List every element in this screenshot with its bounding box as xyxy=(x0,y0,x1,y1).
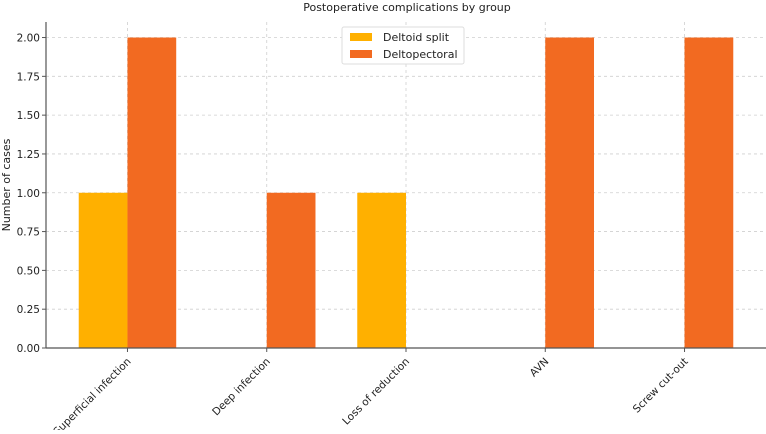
x-tick-label: Superficial infection xyxy=(51,356,133,430)
y-tick-label: 1.00 xyxy=(17,188,40,200)
bar-deltopectoral xyxy=(684,37,734,349)
bar-deltopectoral xyxy=(545,37,595,349)
legend-box xyxy=(341,26,465,65)
chart-title: Postoperative complications by group xyxy=(303,1,511,14)
y-tick-label: 1.25 xyxy=(17,149,40,161)
y-tick-label: 0.25 xyxy=(17,304,40,316)
legend-label: Deltopectoral xyxy=(383,48,458,61)
legend-label: Deltoid split xyxy=(383,31,450,44)
x-tick-label: Loss of reduction xyxy=(340,356,412,428)
bar-deltopectoral xyxy=(127,37,177,349)
legend-swatch xyxy=(350,33,372,41)
y-tick-label: 0.75 xyxy=(17,227,40,239)
legend: Deltoid split Deltopectoral xyxy=(341,26,465,65)
bar-deltopectoral xyxy=(266,192,316,348)
y-ticks: 0.00 0.25 0.50 0.75 1.00 1.25 1.50 1.75 2.00 xyxy=(17,33,46,355)
y-tick-label: 1.75 xyxy=(17,71,40,83)
y-tick-label: 1.50 xyxy=(17,110,40,122)
legend-swatch xyxy=(350,50,372,58)
x-tick-label: Screw cut-out xyxy=(631,356,691,416)
x-tick-label: AVN xyxy=(528,356,552,380)
x-ticks: Superficial infection Deep infection Loss … xyxy=(51,348,691,434)
x-tick-label: Deep infection xyxy=(210,356,273,419)
bar-deltoid-split xyxy=(357,192,406,348)
y-tick-label: 2.00 xyxy=(17,33,40,45)
y-tick-label: 0.00 xyxy=(17,343,40,355)
y-tick-label: 0.50 xyxy=(17,265,40,277)
bar-deltoid-split xyxy=(78,192,128,348)
y-axis-label: Number of cases xyxy=(0,138,13,231)
bars xyxy=(78,37,734,349)
